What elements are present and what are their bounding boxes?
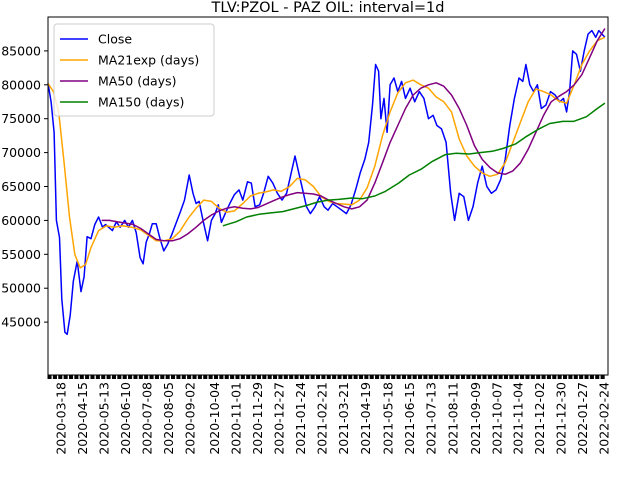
legend-label: Close [98, 32, 132, 47]
legend-label: MA150 (days) [98, 95, 184, 110]
x-tick-label: 2020-04-15 [75, 382, 90, 455]
x-tick-label: 2021-03-21 [336, 382, 351, 455]
y-tick-label: 55000 [1, 247, 41, 262]
y-tick-label: 45000 [1, 315, 41, 330]
legend-box [53, 23, 215, 117]
x-tick-label: 2020-06-10 [118, 382, 133, 455]
x-axis: 2020-03-18 2020-04-15 2020-05-13 2020-06-10… [47, 375, 612, 455]
chart-title: TLV:PZOL - PAZ OIL: interval=1d [211, 0, 445, 16]
x-tick-label: 2020-11-01 [228, 382, 243, 455]
x-tick-label: 2021-10-07 [489, 382, 504, 455]
x-tick-label: 2020-03-18 [54, 382, 69, 455]
series-line-2 [101, 28, 606, 242]
x-tick-label: 2021-08-11 [446, 382, 461, 455]
x-tick-label: 2022-01-27 [575, 382, 590, 455]
x-tick-label: 2020-11-29 [250, 382, 265, 455]
series-line-3 [222, 102, 606, 227]
legend-label: MA50 (days) [98, 74, 176, 89]
series-line-0 [47, 29, 606, 336]
x-tick-label: 2021-12-02 [532, 382, 547, 455]
x-tick-label: 2021-07-13 [423, 382, 438, 455]
plot-frame [47, 16, 609, 376]
x-tick-label: 2020-09-02 [182, 382, 197, 455]
x-tick-label: 2021-01-24 [293, 382, 308, 455]
x-tick-label: 2021-04-19 [358, 382, 373, 455]
x-tick-label: 2021-09-09 [468, 382, 483, 455]
x-tick-label: 2020-07-08 [139, 382, 154, 455]
x-tick-label: 2021-05-18 [380, 382, 395, 455]
plot-lines [47, 28, 606, 336]
x-tick-label: 2020-05-13 [97, 382, 112, 455]
legend: Close MA21exp (days) MA50 (days) MA150 (day… [53, 23, 215, 117]
x-tick-label: 2021-06-15 [402, 382, 417, 455]
x-tick-label: 2021-02-21 [314, 382, 329, 455]
x-tick-label: 2020-10-04 [207, 382, 222, 455]
x-tick-label: 2020-08-05 [161, 382, 176, 455]
y-tick-label: 65000 [1, 179, 41, 194]
x-tick-label: 2021-11-04 [511, 382, 526, 455]
y-axis: 45000 50000 55000 60000 65000 70000 75000 80000… [1, 43, 48, 330]
x-tick-label: 2022-02-24 [597, 382, 612, 455]
y-tick-label: 70000 [1, 145, 41, 160]
y-tick-label: 75000 [1, 111, 41, 126]
y-tick-label: 85000 [1, 43, 41, 58]
x-tick-label: 2020-12-27 [271, 382, 286, 455]
x-tick-label: 2021-12-30 [554, 382, 569, 455]
y-tick-label: 60000 [1, 213, 41, 228]
y-tick-label: 80000 [1, 77, 41, 92]
legend-label: MA21exp (days) [98, 53, 199, 68]
y-tick-label: 50000 [1, 281, 41, 296]
